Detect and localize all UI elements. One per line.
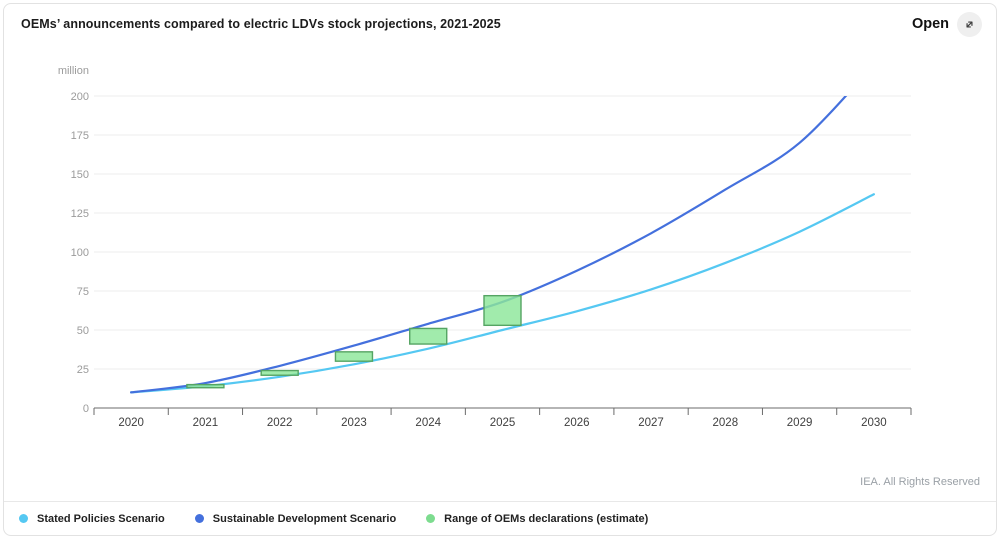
x-axis-tick-label: 2021 (193, 417, 219, 429)
chart-card: OEMs’ announcements compared to electric… (3, 3, 997, 536)
oem-range-box-2024 (409, 327, 448, 345)
legend-label: Sustainable Development Scenario (212, 512, 397, 525)
chart-header: OEMs’ announcements compared to electric… (4, 4, 996, 44)
y-axis-tick-label: 125 (71, 208, 89, 220)
y-axis-tick-label: 75 (77, 286, 89, 298)
y-axis-tick-label: 100 (71, 247, 89, 259)
chart-plot-area: 0 25 50 75 100 125 150 175 200 million 2020 2021 202… (58, 65, 912, 429)
x-axis-tick-label: 2030 (861, 417, 887, 429)
open-button-label[interactable]: Open (911, 16, 949, 32)
x-axis-tick-label: 2020 (118, 417, 144, 429)
x-axis-tick-label: 2026 (564, 417, 590, 429)
series-line-sustainable-development (130, 96, 848, 394)
chart-title: OEMs’ announcements compared to electric… (21, 17, 501, 31)
y-axis-tick-label: 175 (71, 130, 89, 142)
sustainable-development-dot-icon (194, 514, 204, 523)
y-axis-unit-label: million (58, 65, 89, 77)
y-axis-tick-label: 0 (83, 403, 89, 415)
oem-range-box-2025 (483, 294, 522, 327)
legend-item-sustainable-development[interactable]: Sustainable Development Scenario (194, 512, 397, 525)
stated-policies-dot-icon (19, 514, 28, 523)
copyright-note: IEA. All Rights Reserved (860, 476, 980, 488)
x-axis-tick-label: 2023 (341, 417, 367, 429)
y-axis-tick-label: 25 (77, 364, 89, 376)
open-button[interactable]: Open (911, 11, 982, 37)
y-axis-tick-label: 200 (71, 91, 89, 103)
y-axis-tick-label: 50 (77, 325, 89, 337)
y-axis-tick-label: 150 (71, 169, 89, 181)
x-axis-tick-label: 2022 (267, 417, 293, 429)
legend-item-oem-range[interactable]: Range of OEMs declarations (estimate) (426, 513, 648, 525)
legend-label: Range of OEMs declarations (estimate) (444, 512, 649, 525)
oem-range-box-2021 (186, 383, 225, 389)
x-axis-tick-label: 2027 (638, 417, 664, 429)
expand-icon[interactable] (957, 11, 982, 37)
legend-item-stated-policies[interactable]: Stated Policies Scenario (19, 513, 165, 525)
chart-legend: Stated Policies Scenario Sustainable Dev… (4, 501, 996, 535)
x-axis-tick-label: 2025 (490, 417, 516, 429)
x-axis-tick-label: 2028 (713, 417, 739, 429)
oem-range-box-2023 (334, 351, 374, 362)
legend-label: Stated Policies Scenario (37, 512, 165, 525)
x-axis-tick-label: 2029 (787, 417, 813, 429)
oem-range-dot-icon (426, 514, 436, 523)
x-axis-tick-label: 2024 (415, 417, 441, 429)
oem-range-box-2022 (260, 369, 299, 376)
series-line-stated-policies (130, 193, 875, 394)
